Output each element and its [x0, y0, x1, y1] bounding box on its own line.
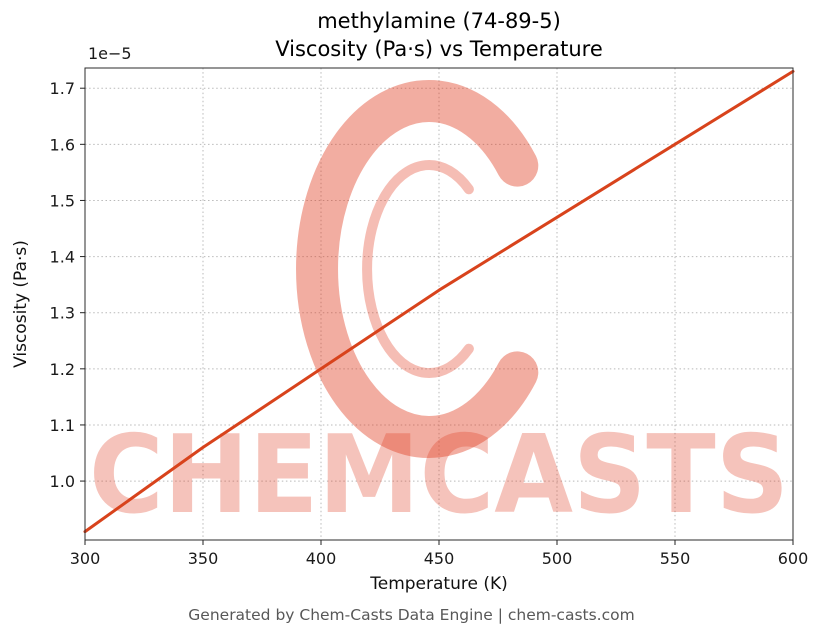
y-tick-label: 1.5: [50, 191, 75, 210]
x-tick-label: 500: [542, 549, 573, 568]
y-tick-label: 1.1: [50, 416, 75, 435]
x-tick-label: 450: [424, 549, 455, 568]
y-tick-label: 1.6: [50, 135, 75, 154]
y-tick-label: 1.3: [50, 304, 75, 323]
y-tick-label: 1.7: [50, 79, 75, 98]
watermark-text: CHEMCASTS: [89, 413, 789, 538]
y-tick-label: 1.2: [50, 360, 75, 379]
watermark-logo-c-icon: [296, 80, 539, 458]
y-tick-label: 1.0: [50, 472, 75, 491]
x-tick-label: 600: [778, 549, 809, 568]
x-tick-label: 300: [70, 549, 101, 568]
data-line-viscosity: [83, 69, 795, 534]
x-tick-label: 550: [660, 549, 691, 568]
y-axis-offset-label: 1e−5: [88, 44, 132, 63]
footer-text: Generated by Chem-Casts Data Engine | ch…: [188, 606, 635, 624]
chart-title-line1: methylamine (74-89-5): [317, 9, 561, 33]
watermark-logo-inner-swirl-icon: [362, 160, 474, 378]
x-axis-label: Temperature (K): [370, 574, 508, 594]
y-tick-label: 1.4: [50, 248, 75, 267]
chart-title: methylamine (74-89-5) Viscosity (Pa·s) v…: [85, 8, 793, 63]
watermark: CHEMCASTS: [89, 80, 789, 538]
x-tick-label: 400: [306, 549, 337, 568]
chart-title-line2: Viscosity (Pa·s) vs Temperature: [275, 36, 603, 61]
y-axis-label: Viscosity (Pa·s): [11, 240, 31, 368]
x-tick-label: 350: [188, 549, 219, 568]
